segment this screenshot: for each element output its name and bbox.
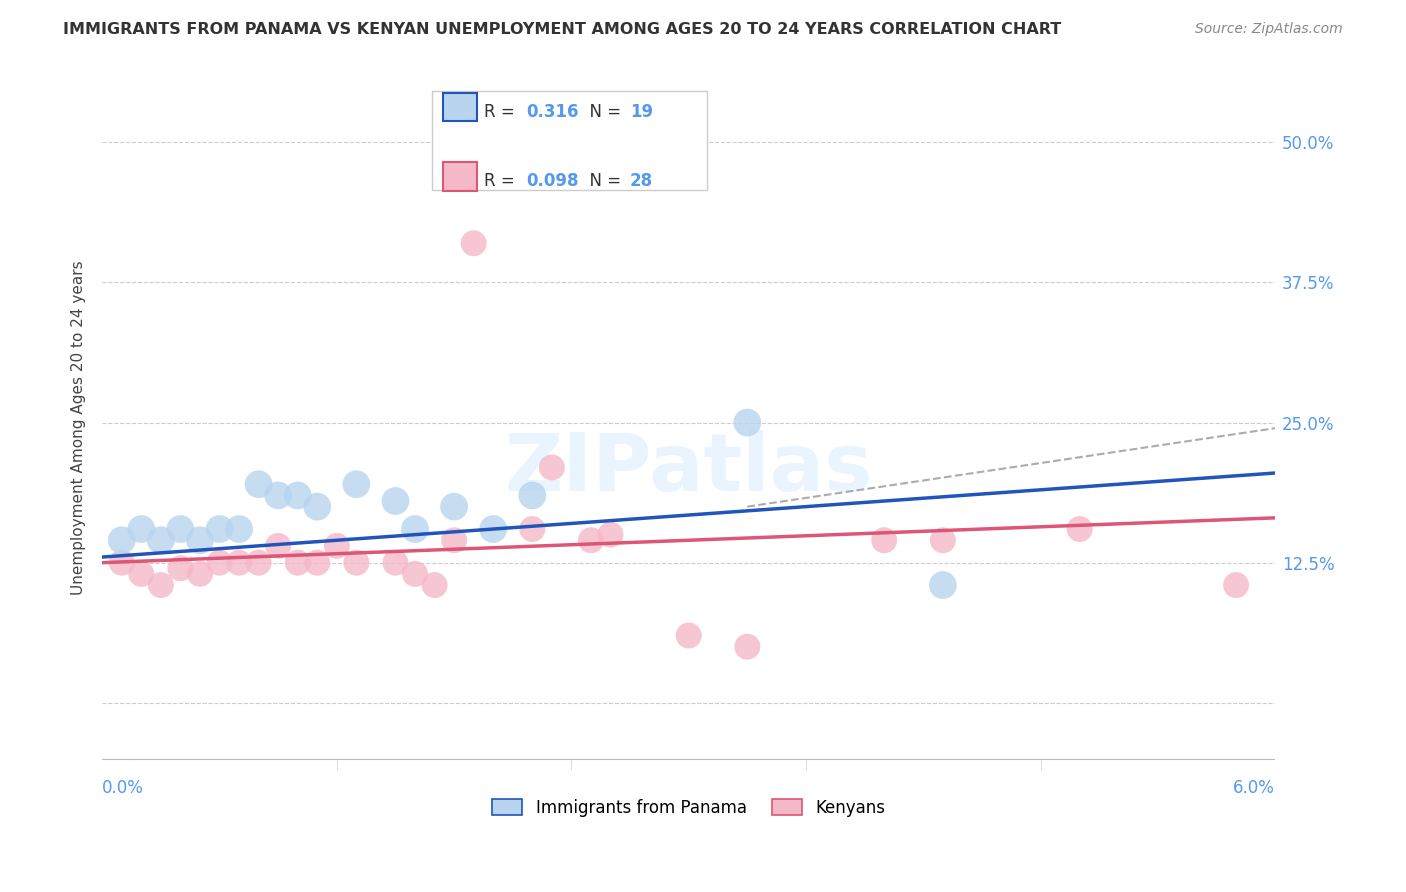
- Point: [188, 533, 211, 548]
- Point: [579, 533, 602, 548]
- Point: [307, 500, 329, 514]
- Text: IMMIGRANTS FROM PANAMA VS KENYAN UNEMPLOYMENT AMONG AGES 20 TO 24 YEARS CORRELAT: IMMIGRANTS FROM PANAMA VS KENYAN UNEMPLO…: [63, 22, 1062, 37]
- Point: [932, 578, 955, 592]
- Legend: Immigrants from Panama, Kenyans: Immigrants from Panama, Kenyans: [485, 792, 891, 823]
- Point: [208, 556, 231, 570]
- Point: [404, 566, 426, 581]
- Point: [344, 477, 367, 491]
- Y-axis label: Unemployment Among Ages 20 to 24 years: Unemployment Among Ages 20 to 24 years: [72, 260, 86, 596]
- Text: 28: 28: [630, 172, 652, 190]
- Point: [169, 561, 191, 575]
- Point: [737, 416, 759, 430]
- Point: [188, 566, 211, 581]
- Point: [247, 556, 270, 570]
- Point: [443, 533, 465, 548]
- Point: [404, 522, 426, 536]
- Point: [287, 556, 309, 570]
- Point: [228, 556, 250, 570]
- Text: 0.098: 0.098: [526, 172, 578, 190]
- Point: [482, 522, 505, 536]
- Text: R =: R =: [484, 172, 520, 190]
- Text: 0.0%: 0.0%: [103, 779, 143, 797]
- Point: [873, 533, 896, 548]
- Text: R =: R =: [484, 103, 520, 120]
- Point: [287, 488, 309, 502]
- Point: [131, 566, 153, 581]
- Point: [1069, 522, 1091, 536]
- Point: [247, 477, 270, 491]
- Point: [443, 500, 465, 514]
- Text: 19: 19: [630, 103, 652, 120]
- Point: [344, 556, 367, 570]
- Point: [267, 488, 290, 502]
- Text: Source: ZipAtlas.com: Source: ZipAtlas.com: [1195, 22, 1343, 37]
- Text: 6.0%: 6.0%: [1233, 779, 1275, 797]
- Point: [540, 460, 562, 475]
- Point: [599, 527, 621, 541]
- Point: [384, 556, 406, 570]
- Point: [423, 578, 446, 592]
- Point: [228, 522, 250, 536]
- Text: ZIPatlas: ZIPatlas: [505, 430, 873, 508]
- Point: [111, 533, 134, 548]
- Point: [267, 539, 290, 553]
- Point: [208, 522, 231, 536]
- Point: [678, 628, 700, 642]
- Point: [522, 488, 544, 502]
- Point: [932, 533, 955, 548]
- Text: 0.316: 0.316: [526, 103, 578, 120]
- Point: [1225, 578, 1247, 592]
- Point: [737, 640, 759, 654]
- Point: [522, 522, 544, 536]
- Point: [326, 539, 349, 553]
- Text: N =: N =: [579, 172, 627, 190]
- Point: [131, 522, 153, 536]
- Point: [111, 556, 134, 570]
- Point: [149, 578, 172, 592]
- Point: [169, 522, 191, 536]
- Text: N =: N =: [579, 103, 627, 120]
- Point: [384, 494, 406, 508]
- Point: [307, 556, 329, 570]
- Point: [149, 533, 172, 548]
- Point: [463, 236, 485, 251]
